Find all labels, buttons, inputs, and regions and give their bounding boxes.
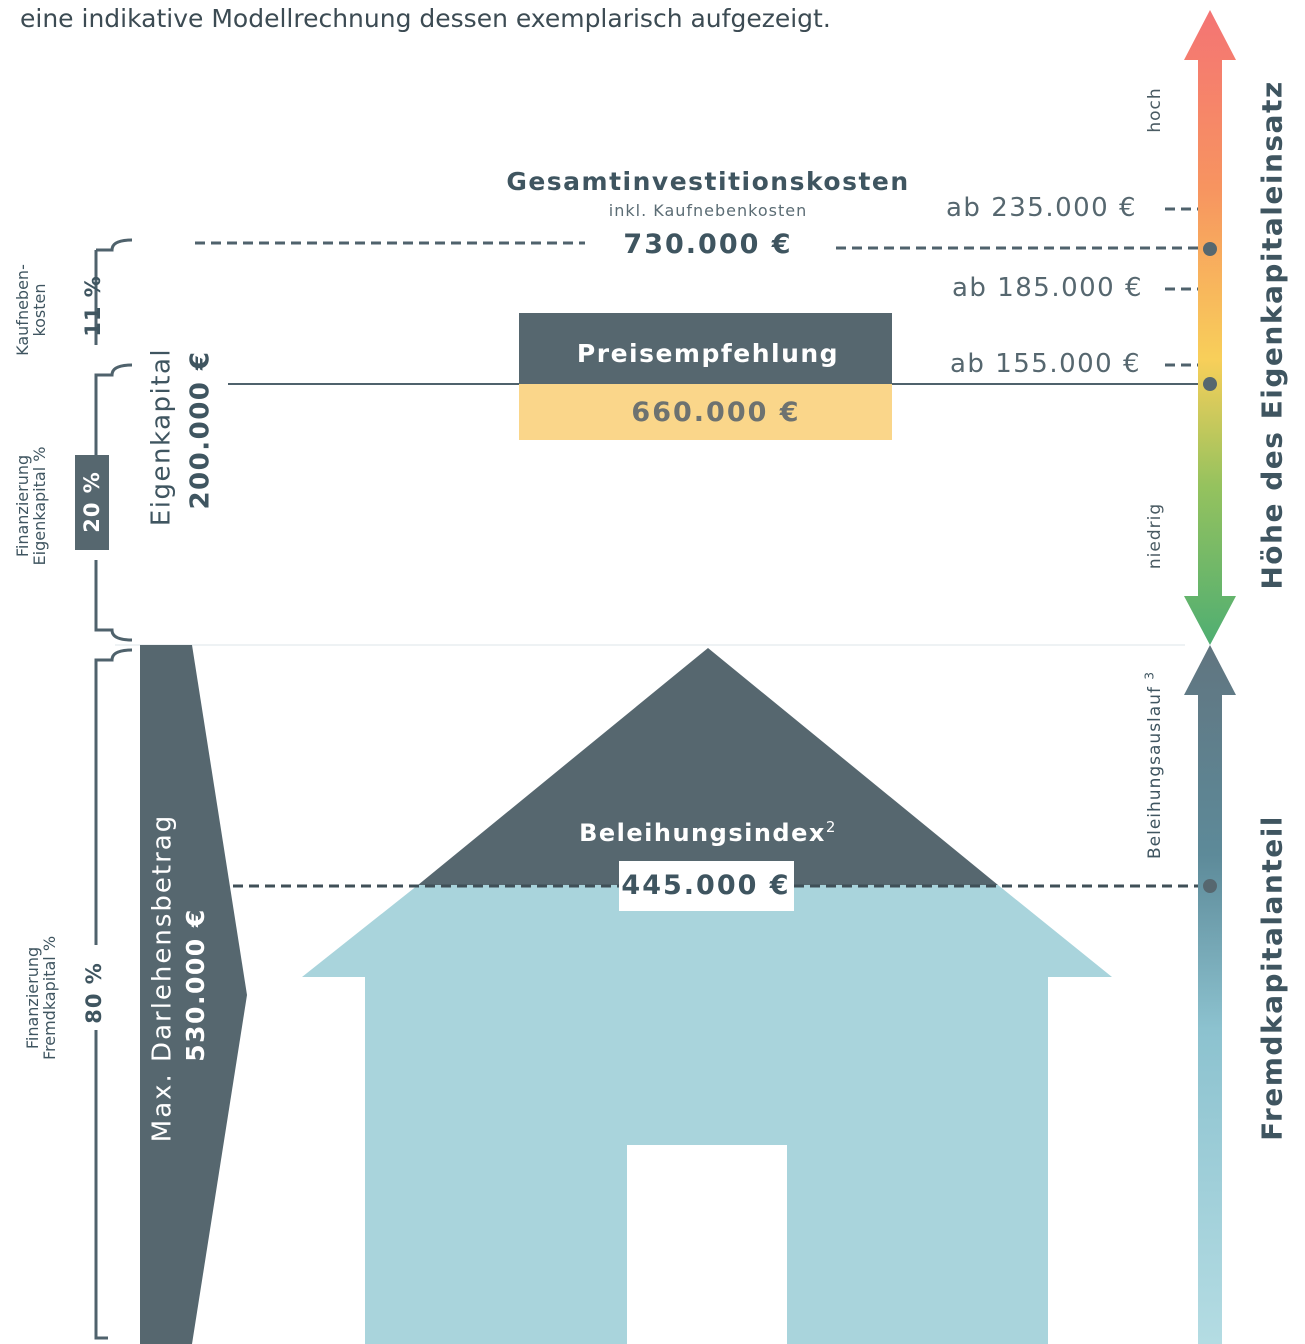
- scale-high: hoch: [1145, 87, 1166, 133]
- scale-lending-run: Beleihungsauslauf 3: [1142, 671, 1165, 859]
- total-title: Gesamtinvestitionskosten: [506, 167, 910, 196]
- loan-wedge: [140, 645, 247, 1344]
- equity-fin-label: Finanzierung Eigenkapital %: [13, 446, 49, 566]
- scale-lending-run-text: Beleihungsauslauf: [1144, 686, 1165, 859]
- equity-height-arrow: [1184, 10, 1236, 645]
- lending-value-box: [619, 861, 794, 911]
- house-door: [627, 1145, 787, 1344]
- side-costs-label-line2: kosten: [30, 283, 49, 337]
- lending-value: 445.000 €: [621, 870, 791, 901]
- lending-title: Beleihungsindex2: [579, 818, 837, 847]
- threshold-155: ab 155.000 €: [950, 349, 1142, 379]
- total-subtitle: inkl. Kaufnebenkosten: [608, 201, 808, 220]
- scale-low: niedrig: [1145, 502, 1166, 570]
- lending-title-sup: 2: [825, 818, 837, 836]
- left-brace: [94, 238, 133, 1340]
- axis-title-debt-share: Fremdkapitalanteil: [1255, 815, 1289, 1141]
- threshold-185: ab 185.000 €: [952, 273, 1144, 303]
- equity-pct: 20 %: [79, 471, 104, 533]
- debt-fin-label: Finanzierung Fremdkapital %: [23, 935, 59, 1061]
- equity-value: 200.000 €: [185, 350, 216, 510]
- equity-label: Eigenkapital: [146, 347, 177, 527]
- lending-title-text: Beleihungsindex: [579, 819, 826, 847]
- price-title: Preisempfehlung: [576, 339, 840, 368]
- loan-value: 530.000 €: [180, 908, 210, 1062]
- debt-fin-label-line2: Fremdkapital %: [40, 935, 59, 1061]
- debt-pct: 80 %: [81, 962, 106, 1024]
- marker-total: [1203, 242, 1217, 256]
- total-value: 730.000 €: [623, 229, 793, 260]
- price-value: 660.000 €: [631, 397, 801, 428]
- intro-text: eine indikative Modellrechnung dessen ex…: [20, 4, 831, 33]
- price-box-top: [519, 313, 892, 384]
- equity-pct-box: [75, 455, 109, 550]
- price-box-bottom: [519, 384, 892, 440]
- marker-price: [1203, 377, 1217, 391]
- equity-fin-label-line2: Eigenkapital %: [30, 446, 49, 566]
- side-costs-pct: 11 %: [80, 275, 105, 337]
- threshold-235: ab 235.000 €: [946, 193, 1138, 223]
- loan-label: Max. Darlehensbetrag: [147, 813, 178, 1143]
- scale-lending-run-sup: 3: [1142, 671, 1157, 680]
- house: [302, 648, 1112, 1344]
- debt-share-arrow: [1184, 645, 1236, 1344]
- marker-lending: [1203, 879, 1217, 893]
- axis-title-equity-height: Höhe des Eigenkapitaleinsatz: [1255, 80, 1289, 590]
- side-costs-label: Kaufneben-kosten: [13, 264, 49, 356]
